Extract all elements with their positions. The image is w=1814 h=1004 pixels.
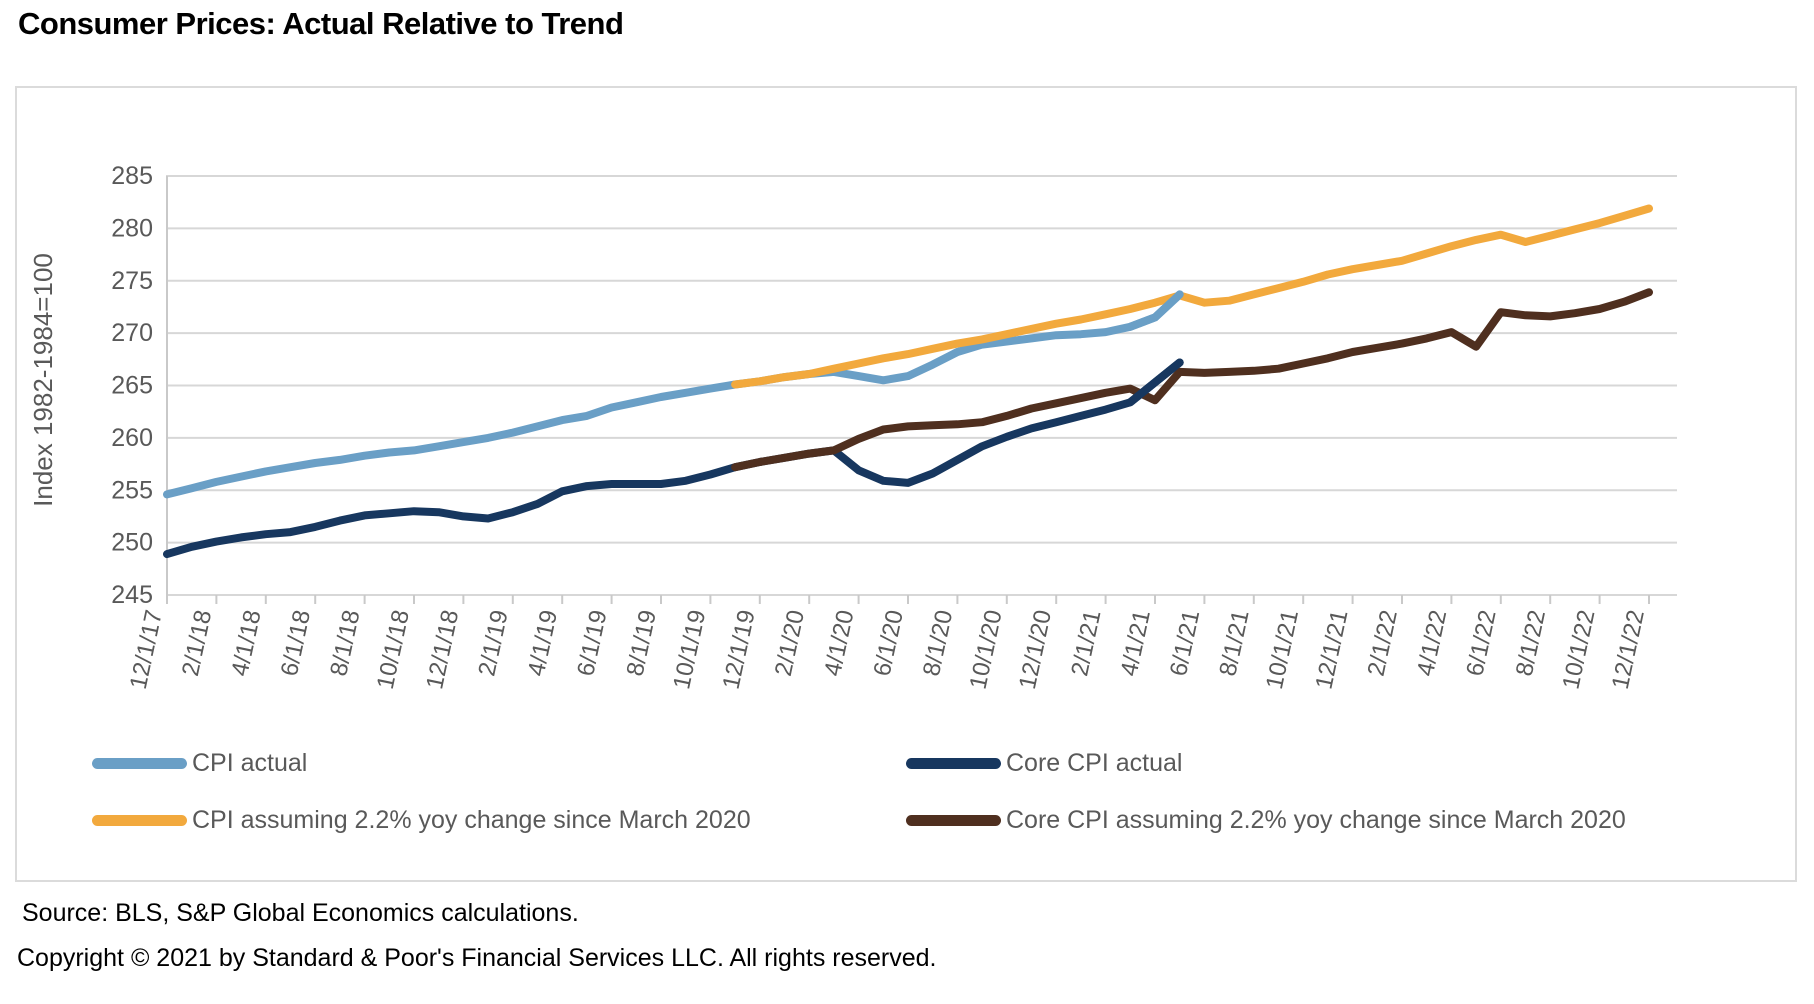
x-tick-label: 10/1/21 — [1261, 608, 1304, 692]
copyright-note: Copyright © 2021 by Standard & Poor's Fi… — [17, 944, 937, 972]
x-tick-label: 8/1/22 — [1511, 608, 1551, 679]
y-tick-label: 260 — [111, 424, 153, 452]
legend-swatch-core-cpi-trend — [906, 815, 1001, 826]
x-tick-label: 4/1/21 — [1116, 608, 1156, 679]
x-tick-label: 6/1/19 — [572, 608, 612, 679]
x-tick-label: 10/1/19 — [668, 608, 711, 692]
x-tick-label: 8/1/20 — [918, 608, 958, 679]
legend-label: CPI actual — [192, 749, 308, 777]
series-cpi-actual-tip — [1126, 290, 1184, 331]
x-tick-label: 2/1/20 — [770, 608, 810, 679]
x-tick-label: 12/1/20 — [1014, 608, 1057, 692]
y-axis-title: Index 1982-1984=100 — [28, 253, 58, 507]
x-tick-label: 8/1/21 — [1214, 608, 1254, 679]
x-tick-label: 12/1/21 — [1310, 608, 1353, 692]
series-core-cpi-actual — [163, 358, 1184, 559]
y-tick-label: 255 — [111, 476, 153, 504]
y-tick-label: 275 — [111, 267, 153, 295]
legend-item-cpi-trend: CPI assuming 2.2% yoy change since March… — [92, 806, 751, 835]
y-tick-label: 265 — [111, 372, 153, 400]
x-tick-label: 2/1/18 — [177, 608, 217, 679]
x-tick-label: 6/1/21 — [1165, 608, 1205, 679]
x-tick-label: 12/1/18 — [421, 608, 464, 692]
x-tick-label: 4/1/19 — [523, 608, 563, 679]
legend-item-cpi-actual: CPI actual — [92, 749, 307, 778]
x-tick-label: 2/1/21 — [1066, 608, 1106, 679]
x-tick-label: 4/1/22 — [1412, 608, 1452, 679]
legend-swatch-core-cpi-actual — [906, 758, 1001, 769]
y-tick-label: 250 — [111, 529, 153, 557]
x-tick-label: 10/1/18 — [372, 608, 415, 692]
legend-label: Core CPI assuming 2.2% yoy change since … — [1006, 806, 1626, 834]
source-note: Source: BLS, S&P Global Economics calcul… — [22, 899, 579, 927]
legend-swatch-cpi-actual — [92, 758, 187, 769]
x-tick-label: 6/1/18 — [276, 608, 316, 679]
series-core-cpi-actual-tip — [1126, 358, 1184, 407]
x-tick-label: 8/1/19 — [622, 608, 662, 679]
x-tick-label: 2/1/19 — [473, 608, 513, 679]
legend-swatch-cpi-trend — [92, 815, 187, 826]
x-tick-label: 12/1/17 — [125, 608, 168, 692]
x-tick-label: 2/1/22 — [1363, 608, 1403, 679]
x-tick-label: 6/1/20 — [869, 608, 909, 679]
series-core-cpi-trend — [731, 288, 1653, 472]
legend-item-core-cpi-actual: Core CPI actual — [906, 749, 1182, 778]
x-tick-label: 12/1/19 — [718, 608, 761, 692]
y-tick-label: 270 — [111, 319, 153, 347]
x-tick-label: 12/1/22 — [1607, 608, 1650, 692]
x-tick-label: 10/1/20 — [965, 608, 1008, 692]
legend-label: Core CPI actual — [1006, 749, 1183, 777]
chart-title: Consumer Prices: Actual Relative to Tren… — [18, 6, 624, 41]
x-tick-label: 10/1/22 — [1557, 608, 1600, 692]
x-tick-label: 4/1/20 — [819, 608, 859, 679]
series-cpi-actual — [163, 290, 1184, 499]
legend-item-core-cpi-trend: Core CPI assuming 2.2% yoy change since … — [906, 806, 1626, 835]
y-tick-label: 280 — [111, 214, 153, 242]
y-tick-label: 245 — [111, 581, 153, 609]
x-tick-label: 8/1/18 — [325, 608, 365, 679]
legend-label: CPI assuming 2.2% yoy change since March… — [192, 806, 751, 834]
x-tick-label: 4/1/18 — [226, 608, 266, 679]
y-tick-label: 285 — [111, 162, 153, 190]
x-tick-label: 6/1/22 — [1461, 608, 1501, 679]
series-cpi-trend — [731, 204, 1653, 389]
